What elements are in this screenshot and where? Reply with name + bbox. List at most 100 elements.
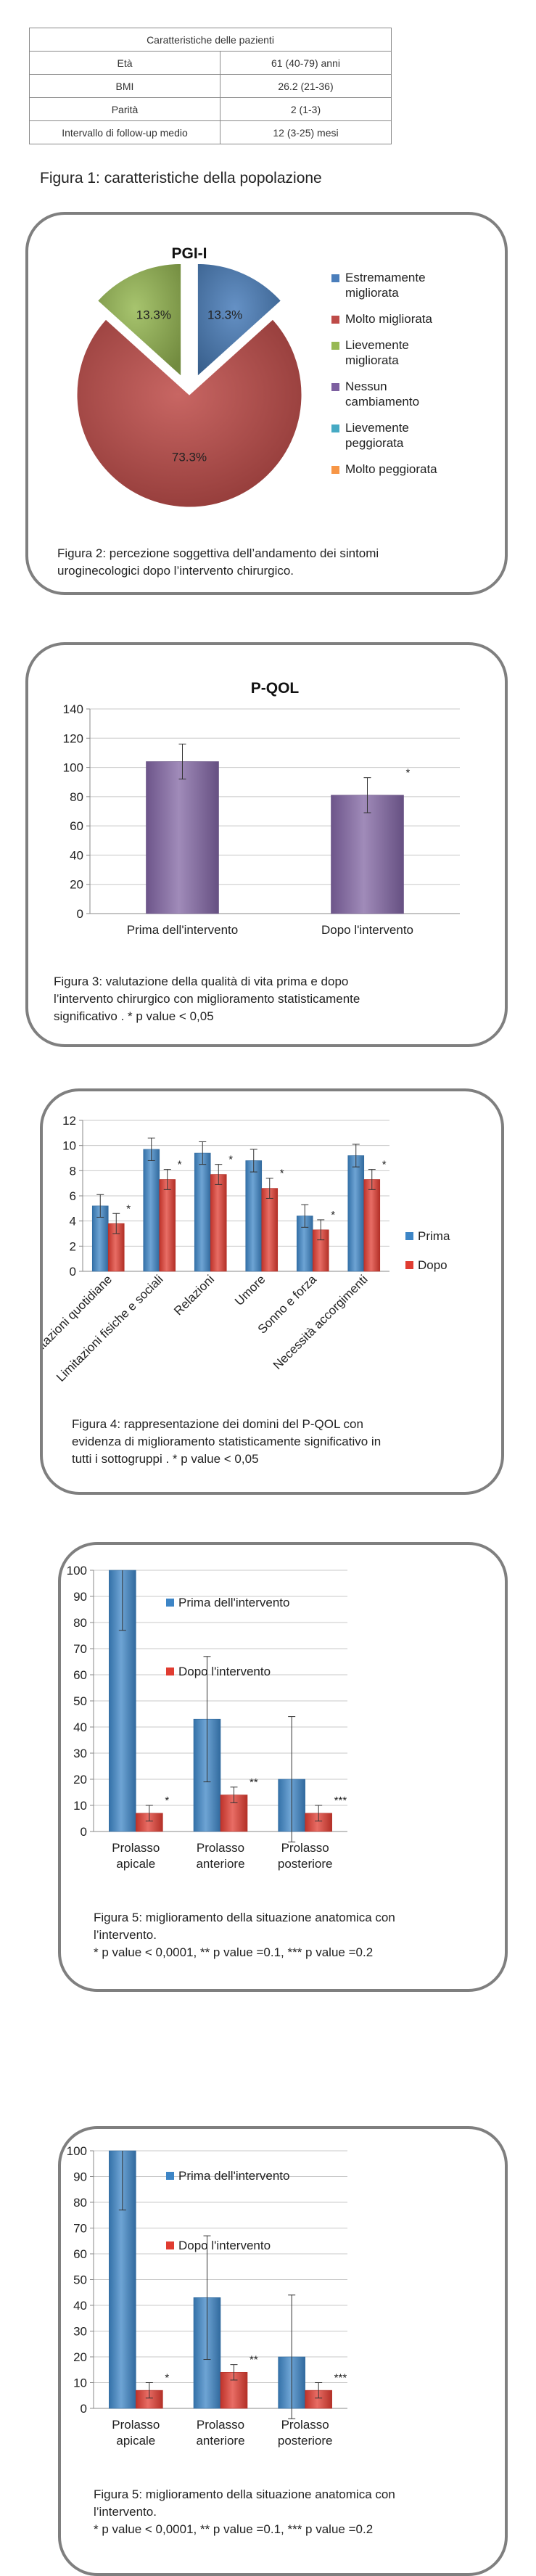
y-tick-label: 80 (70, 790, 83, 804)
y-tick-label: 40 (73, 1720, 87, 1734)
chart-title: PGI-I (171, 245, 207, 262)
patient-characteristics-table: Caratteristiche delle pazienti Età 61 (4… (29, 28, 392, 144)
bar (331, 795, 404, 914)
x-category-label: Prima dell'intervento (127, 923, 238, 937)
anatomy-panel-1: 0 10 20 30 40 50 60 70 80 90 100 * ** *** Prolasso apic… (58, 1542, 508, 1992)
anatomy-bar-chart-2: 0102030405060708090100******Prolassoapic… (67, 2144, 347, 2448)
anatomy-bar-chart-1: 0102030405060708090100******Prolassoapic… (67, 1564, 347, 1871)
legend-label: Prima dell'intervento (178, 2169, 289, 2183)
bar (363, 1179, 381, 1272)
legend-label: Dopo l'intervento (178, 1665, 271, 1678)
legend-label: Prima (418, 1229, 450, 1243)
y-tick-label: 60 (70, 819, 83, 833)
bar (210, 1174, 227, 1272)
legend-label: peggiorata (345, 436, 404, 450)
caption-line: Figura 5: miglioramento della situazione… (94, 2487, 395, 2501)
caption-line: Figura 4: rappresentazione dei domini de… (72, 1417, 363, 1431)
caption-line: l’intervento. (94, 2505, 157, 2519)
y-tick-label: 100 (67, 2144, 87, 2158)
caption-line: Figura 5: miglioramento della situazione… (94, 1911, 395, 1924)
y-tick-label: 30 (73, 2325, 87, 2339)
row-value: 12 (3-25) mesi (220, 120, 392, 144)
fig5a-caption: Figura 5: miglioramento della situazione… (94, 1909, 395, 1961)
legend-label: Dopo (418, 1258, 448, 1272)
y-tick-label: 20 (73, 1773, 87, 1787)
significance-mark: *** (334, 1794, 347, 1807)
table-header-row: Caratteristiche delle pazienti (29, 28, 392, 52)
legend-label: Molto peggiorata (345, 462, 437, 476)
caption-line: l’intervento. (94, 1928, 157, 1942)
legend-label: cambiamento (345, 395, 419, 409)
y-tick-label: 12 (62, 1114, 76, 1128)
y-tick-label: 0 (70, 1265, 76, 1279)
legend-swatch (405, 1232, 413, 1240)
row-value: 2 (1-3) (220, 97, 392, 121)
domains-panel: 0 2 4 6 8 10 12 * * * * * * Limitazioni quotidiane Lim… (40, 1088, 504, 1495)
y-tick-label: 40 (73, 2299, 87, 2313)
x-category-label: Necessità accorgimenti (271, 1272, 371, 1372)
chart-title: P-QOL (251, 680, 300, 697)
x-category-label: posteriore (278, 2434, 333, 2448)
x-category-label: anteriore (196, 1857, 244, 1871)
caption-line: * p value < 0,0001, ** p value =0.1, ***… (94, 1945, 374, 1959)
slice-value-label: 13.3% (136, 308, 171, 321)
significance-mark: * (331, 1209, 335, 1221)
y-tick-label: 100 (67, 1564, 87, 1578)
table-row: Parità 2 (1-3) (29, 97, 392, 121)
bar (347, 1155, 365, 1272)
y-tick-label: 4 (70, 1215, 76, 1228)
significance-mark: ** (250, 1776, 258, 1789)
caption-line: Figura 2: percezione soggettiva dell’and… (57, 546, 379, 560)
bar (146, 761, 219, 914)
bar (194, 1152, 211, 1272)
legend-swatch (166, 2241, 174, 2249)
y-tick-label: 50 (73, 1694, 87, 1708)
x-category-label: Relazioni (171, 1272, 217, 1318)
significance-mark: * (382, 1159, 387, 1171)
x-category-label: Prolasso (281, 1841, 329, 1855)
pie-slice (76, 319, 302, 508)
fig2-caption: Figura 2: percezione soggettiva dell’and… (57, 545, 379, 580)
legend-swatch (331, 274, 339, 282)
caption-line: * p value < 0,0001, ** p value =0.1, ***… (94, 2522, 374, 2536)
x-category-label: posteriore (278, 1857, 333, 1871)
y-tick-label: 60 (73, 2247, 87, 2261)
legend-swatch (166, 2172, 174, 2180)
bar (261, 1188, 279, 1272)
y-tick-label: 120 (63, 731, 83, 745)
caption-line: uroginecologici dopo l’intervento chirur… (57, 564, 294, 578)
legend-swatch (331, 466, 339, 474)
row-label: Intervallo di follow-up medio (29, 120, 220, 144)
x-category-label: Prolasso (281, 2418, 329, 2432)
legend-label: Prima dell'intervento (178, 1596, 289, 1609)
x-category-label: Prolasso (112, 2418, 160, 2432)
slice-value-label: 13.3% (207, 308, 242, 321)
row-value: 61 (40-79) anni (220, 51, 392, 75)
table-title: Caratteristiche delle pazienti (29, 28, 392, 52)
y-tick-label: 30 (73, 1747, 87, 1760)
x-category-label: Prolasso (112, 1841, 160, 1855)
y-tick-label: 70 (73, 1642, 87, 1656)
significance-mark: * (126, 1202, 131, 1215)
legend-label: Molto migliorata (345, 312, 433, 326)
significance-mark: * (178, 1159, 182, 1171)
caption-line: l’intervento chirurgico con migliorament… (54, 992, 360, 1006)
y-tick-label: 70 (73, 2222, 87, 2236)
legend-swatch (405, 1261, 413, 1269)
pie-slice (96, 263, 182, 377)
y-tick-label: 10 (73, 1799, 87, 1813)
table-row: Età 61 (40-79) anni (29, 51, 392, 75)
y-tick-label: 90 (73, 1590, 87, 1604)
y-tick-label: 20 (70, 878, 83, 892)
table-row: BMI 26.2 (21-36) (29, 74, 392, 98)
x-category-label: Prolasso (197, 2418, 244, 2432)
y-tick-label: 0 (81, 1825, 87, 1839)
significance-mark: * (228, 1154, 233, 1166)
legend-label: migliorata (345, 353, 399, 367)
x-category-label: Limitazioni fisiche e sociali (54, 1272, 165, 1384)
y-tick-label: 8 (70, 1164, 76, 1178)
x-category-label: Prolasso (197, 1841, 244, 1855)
bar (109, 1570, 136, 1832)
bar (143, 1149, 160, 1272)
x-category-label: Umore (232, 1272, 268, 1308)
